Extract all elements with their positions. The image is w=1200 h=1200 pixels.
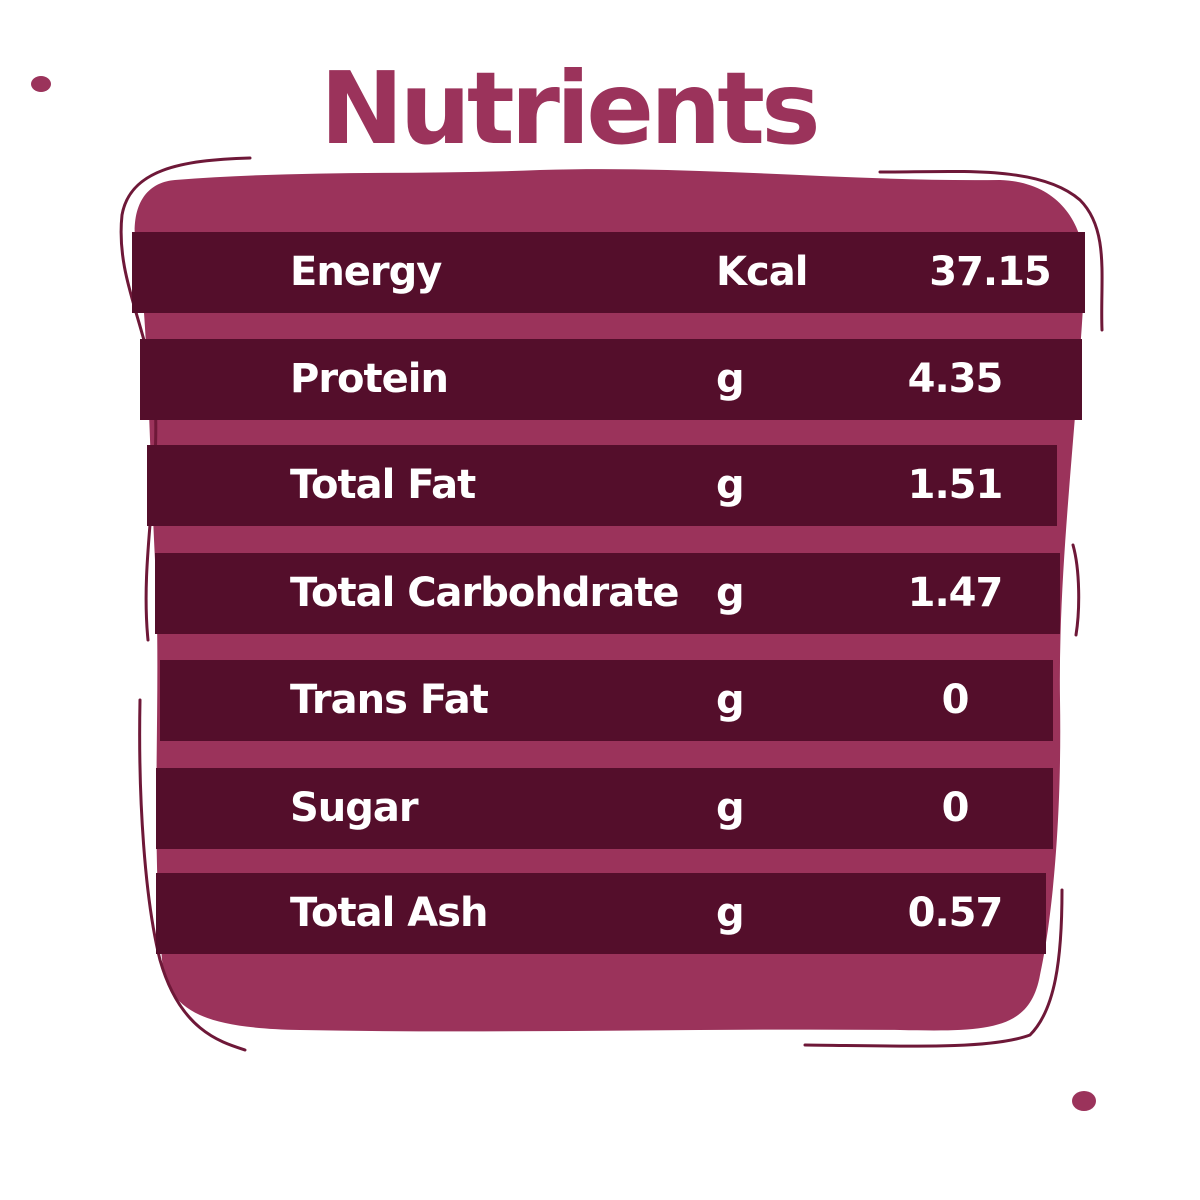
nutrient-value: 1.47 <box>907 570 1004 616</box>
nutrient-unit: g <box>716 356 745 402</box>
nutrient-name: Total Ash <box>290 890 488 936</box>
table-row-protein: Protein g 4.35 <box>140 339 1082 420</box>
nutrient-name: Protein <box>290 356 449 402</box>
outline-bottom-right <box>803 888 1064 1048</box>
table-row-total-fat: Total Fat g 1.51 <box>147 445 1057 526</box>
nutrient-value: 37.15 <box>929 249 1052 295</box>
nutrient-value: 1.51 <box>907 462 1004 508</box>
table-row-energy: Energy Kcal 37.15 <box>132 232 1085 313</box>
nutrient-unit: g <box>716 462 745 508</box>
nutrient-name: Energy <box>290 249 442 295</box>
table-row-trans-fat: Trans Fat g 0 <box>160 660 1053 741</box>
table-row-sugar: Sugar g 0 <box>156 768 1053 849</box>
nutrient-value: 0 <box>941 677 970 723</box>
nutrient-name: Total Carbohdrate <box>290 570 679 616</box>
nutrient-unit: g <box>716 785 745 831</box>
nutrient-value: 0 <box>941 785 970 831</box>
splatter-dot-top-left <box>31 76 51 92</box>
nutrient-name: Sugar <box>290 785 419 831</box>
outline-right <box>1071 543 1081 637</box>
nutrient-unit: g <box>716 570 745 616</box>
nutrient-value: 4.35 <box>907 356 1004 402</box>
table-row-total-carbohdrate: Total Carbohdrate g 1.47 <box>155 553 1060 634</box>
outline-left <box>119 156 252 642</box>
nutrient-name: Trans Fat <box>290 677 489 723</box>
nutrient-unit: g <box>716 677 745 723</box>
nutrient-unit: g <box>716 890 745 936</box>
page-title: Nutrients <box>320 50 821 167</box>
outline-top-right <box>878 169 1104 332</box>
nutrient-name: Total Fat <box>290 462 476 508</box>
nutrient-value: 0.57 <box>907 890 1004 936</box>
splatter-dot-bottom-right <box>1072 1091 1096 1111</box>
table-row-total-ash: Total Ash g 0.57 <box>156 873 1046 954</box>
nutrient-unit: Kcal <box>716 249 808 295</box>
